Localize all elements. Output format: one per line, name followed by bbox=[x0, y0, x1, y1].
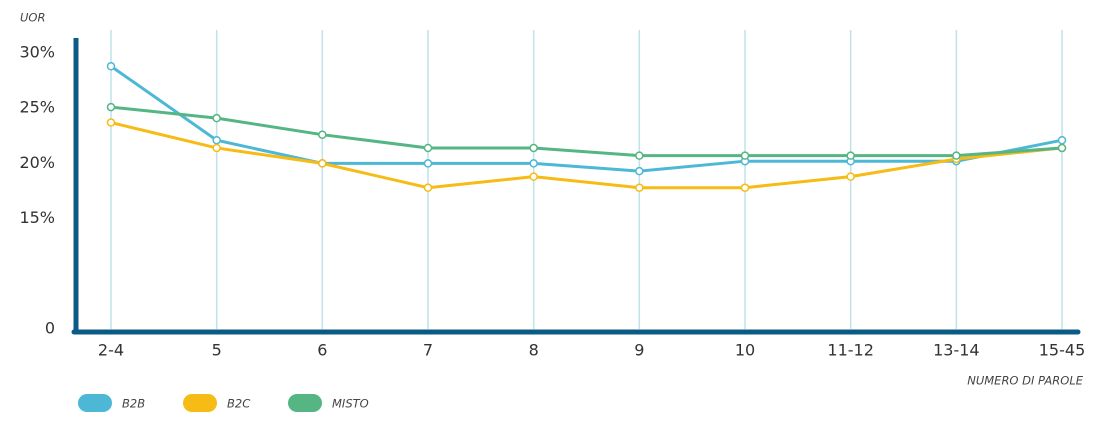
point bbox=[952, 151, 961, 160]
series-line bbox=[110, 65, 1063, 173]
point bbox=[1057, 135, 1067, 145]
point bbox=[529, 143, 538, 153]
x-axis-title: NUMERO DI PAROLE bbox=[967, 374, 1083, 388]
legend-label: B2C bbox=[227, 397, 250, 411]
point bbox=[846, 172, 855, 181]
y-tick-label: 15% bbox=[19, 208, 55, 227]
legend-swatch bbox=[288, 394, 322, 412]
x-tick-label: 9 bbox=[634, 341, 644, 360]
x-tick-label: 8 bbox=[529, 341, 539, 360]
y-axis-title: UOR bbox=[20, 11, 45, 25]
point bbox=[635, 166, 644, 176]
legend-swatch bbox=[183, 394, 217, 412]
x-tick-label: 7 bbox=[423, 341, 433, 360]
point bbox=[740, 151, 750, 160]
x-tick-label: 6 bbox=[317, 341, 327, 360]
series-line bbox=[110, 105, 1063, 158]
point bbox=[106, 102, 116, 112]
x-tick-label: 5 bbox=[212, 341, 222, 360]
legend-label: B2B bbox=[122, 397, 145, 411]
legend-swatch bbox=[78, 394, 112, 412]
point bbox=[529, 172, 538, 181]
point bbox=[740, 183, 750, 192]
point bbox=[846, 151, 855, 160]
x-tick-label: 13-14 bbox=[933, 341, 980, 360]
y-tick-label: 25% bbox=[19, 98, 55, 117]
point bbox=[635, 151, 644, 160]
point bbox=[106, 61, 116, 71]
x-tick-label: 2-4 bbox=[98, 341, 124, 360]
point bbox=[423, 159, 433, 168]
point bbox=[423, 183, 433, 192]
legend-label: MISTO bbox=[332, 397, 369, 411]
y-tick-label: 20% bbox=[19, 153, 55, 172]
point bbox=[106, 118, 116, 127]
series-line bbox=[110, 121, 1063, 190]
point bbox=[423, 143, 433, 153]
point bbox=[212, 143, 221, 153]
x-tick-label: 10 bbox=[735, 341, 755, 360]
y-tick-label: 0 bbox=[45, 319, 55, 338]
point bbox=[318, 159, 327, 168]
point bbox=[1057, 143, 1067, 153]
x-tick-label: 11-12 bbox=[827, 341, 874, 360]
point bbox=[212, 135, 221, 145]
y-tick-label: 30% bbox=[19, 43, 55, 62]
point bbox=[212, 113, 221, 123]
point bbox=[318, 130, 327, 139]
x-tick-label: 15-45 bbox=[1039, 341, 1086, 360]
point bbox=[529, 159, 538, 168]
point bbox=[635, 183, 644, 192]
